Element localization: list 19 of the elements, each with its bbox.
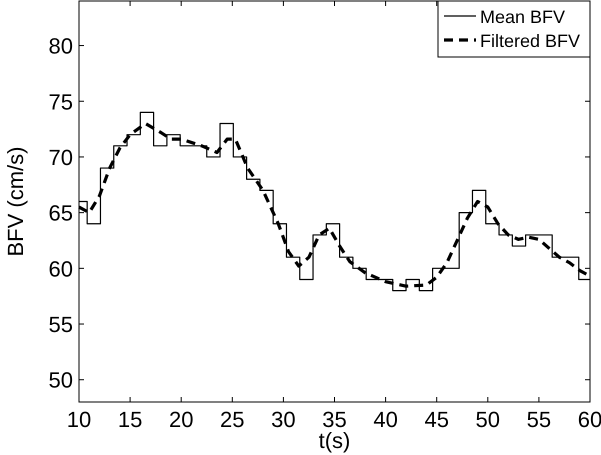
x-tick-label: 15 [118,407,142,432]
legend-label: Filtered BFV [480,31,580,51]
y-tick-label: 65 [48,200,73,226]
y-axis-title: BFV (cm/s) [3,146,28,256]
x-tick-label: 50 [476,407,500,432]
x-tick-label: 25 [220,407,245,432]
y-tick-label: 80 [48,34,73,59]
legend-label: Mean BFV [480,7,566,27]
y-tick-label: 50 [48,368,73,393]
y-tick-label: 60 [48,256,73,282]
y-tick-label: 55 [48,312,73,338]
x-tick-label: 20 [168,407,194,432]
x-tick-label: 10 [66,407,92,432]
y-tick-label: 70 [48,144,73,170]
x-tick-label: 40 [373,407,398,432]
x-tick-label: 55 [526,407,552,432]
y-tick-label: 75 [48,89,73,114]
x-tick-label: 30 [271,407,296,432]
x-tick-label: 45 [424,407,449,432]
